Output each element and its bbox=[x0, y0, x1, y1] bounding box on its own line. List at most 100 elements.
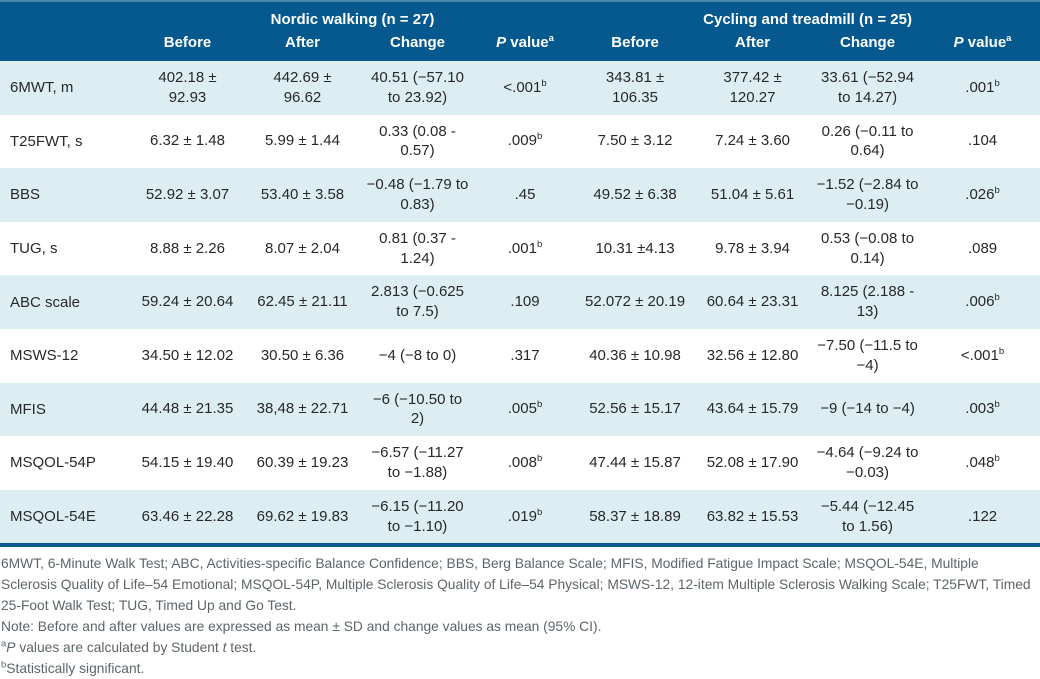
table-row: MFIS 44.48 ± 21.35 38,48 ± 22.71 −6 (−10.50… bbox=[0, 382, 1040, 437]
col-header-pvalue-cycling: P valuea bbox=[925, 31, 1040, 61]
cell-p-value: .089 bbox=[925, 222, 1040, 276]
cell-before: 402.18 ± 92.93 bbox=[158, 69, 217, 106]
col-header-change-cycling: Change bbox=[840, 34, 896, 51]
cell-before: 7.50 ± 3.12 bbox=[597, 132, 673, 150]
footnote-marker-a: a bbox=[548, 33, 554, 44]
table-row: 6MWT, m 402.18 ± 92.93 442.69 ± 96.62 40.51… bbox=[0, 61, 1040, 115]
table-row: MSQOL-54P 54.15 ± 19.40 60.39 ± 19.23 −6.57… bbox=[0, 436, 1040, 490]
footnote-marker-a: a bbox=[1, 638, 7, 650]
p-value-text: .001 bbox=[965, 78, 995, 96]
footnote-b: bStatistically significant. bbox=[1, 658, 1038, 679]
group-header-nordic-walking: Nordic walking (n = 27) bbox=[270, 11, 435, 28]
cell-after: 51.04 ± 5.61 bbox=[710, 186, 795, 204]
p-value-text: .089 bbox=[967, 239, 998, 257]
cell-p-value: .109 bbox=[475, 275, 575, 329]
p-label-rest: value bbox=[506, 34, 549, 51]
row-label: ABC scale bbox=[10, 293, 81, 311]
cell-change: 0.81 (0.37 - 1.24) bbox=[379, 229, 456, 267]
p-value-text: .109 bbox=[510, 293, 540, 311]
significance-marker: b bbox=[536, 453, 543, 465]
p-value-text: .003 bbox=[965, 400, 995, 418]
cell-p-value: .019b bbox=[475, 490, 575, 546]
table-row: MSWS-12 34.50 ± 12.02 30.50 ± 6.36 −4 (−8 t… bbox=[0, 328, 1040, 383]
cell-p-value: .122 bbox=[925, 490, 1040, 546]
cell-change: −9 (−14 to −4) bbox=[820, 400, 915, 418]
corner-cell bbox=[0, 1, 130, 31]
cell-p-value: .001b bbox=[475, 222, 575, 276]
p-label-italic: P bbox=[496, 34, 507, 51]
cell-before: 40.36 ± 10.98 bbox=[589, 346, 681, 364]
footnote-a-italic-p: P bbox=[6, 640, 16, 656]
significance-marker: b bbox=[994, 453, 1000, 465]
cell-p-value: .009b bbox=[475, 115, 575, 169]
cell-change: 2.813 (−0.625 to 7.5) bbox=[371, 283, 464, 321]
footnote-a-end: test. bbox=[226, 640, 257, 656]
cell-before: 34.50 ± 12.02 bbox=[141, 346, 234, 364]
significance-marker: b bbox=[994, 399, 1000, 411]
cell-before: 63.46 ± 22.28 bbox=[141, 507, 234, 525]
group-header-row: Nordic walking (n = 27) Cycling and trea… bbox=[0, 1, 1040, 31]
significance-marker: b bbox=[536, 238, 543, 250]
cell-after: 52.08 ± 17.90 bbox=[706, 454, 799, 472]
cell-p-value: .317 bbox=[475, 329, 575, 383]
cell-change: 0.33 (0.08 - 0.57) bbox=[379, 122, 456, 160]
cell-before: 59.24 ± 20.64 bbox=[141, 293, 234, 311]
p-label-italic: P bbox=[953, 34, 964, 51]
outcomes-table: Nordic walking (n = 27) Cycling and trea… bbox=[0, 0, 1040, 548]
cell-before: 8.88 ± 2.26 bbox=[150, 239, 225, 257]
cell-change: −0.48 (−1.79 to 0.83) bbox=[366, 176, 469, 213]
cell-after: 5.99 ± 1.44 bbox=[265, 132, 340, 150]
cell-before: 10.31 ±4.13 bbox=[595, 239, 675, 257]
footnote-marker-b: b bbox=[1, 659, 7, 671]
footnotes: 6MWT, 6-Minute Walk Test; ABC, Activitie… bbox=[0, 547, 1040, 679]
cell-before: 6.32 ± 1.48 bbox=[150, 132, 225, 150]
column-header-row: Before After Change P valuea Before Afte… bbox=[0, 31, 1040, 61]
cell-before: 52.56 ± 15.17 bbox=[589, 400, 681, 418]
significance-marker: b bbox=[536, 131, 543, 143]
cell-change: −4.64 (−9.24 to −0.03) bbox=[816, 444, 919, 481]
cell-change: −7.50 (−11.5 to −4) bbox=[817, 336, 918, 374]
cell-change: 0.53 (−0.08 to 0.14) bbox=[821, 229, 915, 267]
cell-change: 0.26 (−0.11 to 0.64) bbox=[821, 122, 914, 160]
significance-marker: b bbox=[998, 345, 1005, 357]
col-header-before-cycling: Before bbox=[611, 34, 659, 51]
p-value-text: .001 bbox=[507, 239, 537, 257]
p-value-text: .026 bbox=[965, 186, 995, 204]
p-value-text: <.001 bbox=[503, 78, 542, 96]
p-value-text: .45 bbox=[514, 186, 536, 204]
col-header-after-cycling: After bbox=[735, 34, 771, 51]
cell-after: 62.45 ± 21.11 bbox=[257, 293, 348, 311]
cell-p-value: .006b bbox=[925, 275, 1040, 329]
row-label: MSQOL-54E bbox=[10, 508, 96, 526]
cell-before: 47.44 ± 15.87 bbox=[589, 454, 681, 472]
cell-after: 69.62 ± 19.83 bbox=[256, 507, 349, 525]
p-value-text: <.001 bbox=[960, 346, 999, 364]
cell-p-value: .001b bbox=[925, 61, 1040, 115]
cell-change: 8.125 (2.188 - 13) bbox=[820, 283, 915, 321]
cell-after: 377.42 ± 120.27 bbox=[723, 69, 782, 106]
abbreviations-note: 6MWT, 6-Minute Walk Test; ABC, Activitie… bbox=[1, 556, 1031, 614]
cell-after: 9.78 ± 3.94 bbox=[715, 239, 791, 257]
row-label: MFIS bbox=[10, 400, 46, 418]
table-header: Nordic walking (n = 27) Cycling and trea… bbox=[0, 1, 1040, 61]
cell-after: 7.24 ± 3.60 bbox=[715, 132, 791, 150]
footnote-marker-a: a bbox=[1006, 33, 1012, 44]
cell-p-value: .003b bbox=[925, 383, 1040, 437]
cell-p-value: <.001b bbox=[925, 329, 1040, 383]
footnote-a-italic-t: t bbox=[222, 640, 227, 656]
cell-p-value: .104 bbox=[925, 115, 1040, 169]
cell-after: 53.40 ± 3.58 bbox=[260, 186, 345, 204]
cell-after: 43.64 ± 15.79 bbox=[706, 400, 799, 418]
p-value-text: .006 bbox=[965, 293, 995, 311]
cell-change: 40.51 (−57.10 to 23.92) bbox=[371, 69, 464, 106]
cell-before: 52.072 ± 20.19 bbox=[585, 293, 686, 311]
significance-marker: b bbox=[541, 77, 547, 89]
table-row: T25FWT, s 6.32 ± 1.48 5.99 ± 1.44 0.33 (0.0… bbox=[0, 114, 1040, 169]
col-header-before-nordic: Before bbox=[163, 34, 212, 51]
table-row: MSQOL-54E 63.46 ± 22.28 69.62 ± 19.83 −6.15… bbox=[0, 489, 1040, 546]
table-row: BBS 52.92 ± 3.07 53.40 ± 3.58 −0.48 (−1.79 … bbox=[0, 168, 1040, 222]
cell-change: −5.44 (−12.45 to 1.56) bbox=[820, 497, 915, 535]
table-row: TUG, s 8.88 ± 2.26 8.07 ± 2.04 0.81 (0.37 -… bbox=[0, 221, 1040, 276]
footnote-b-text: Statistically significant. bbox=[6, 661, 145, 677]
col-header-change-nordic: Change bbox=[389, 34, 445, 51]
